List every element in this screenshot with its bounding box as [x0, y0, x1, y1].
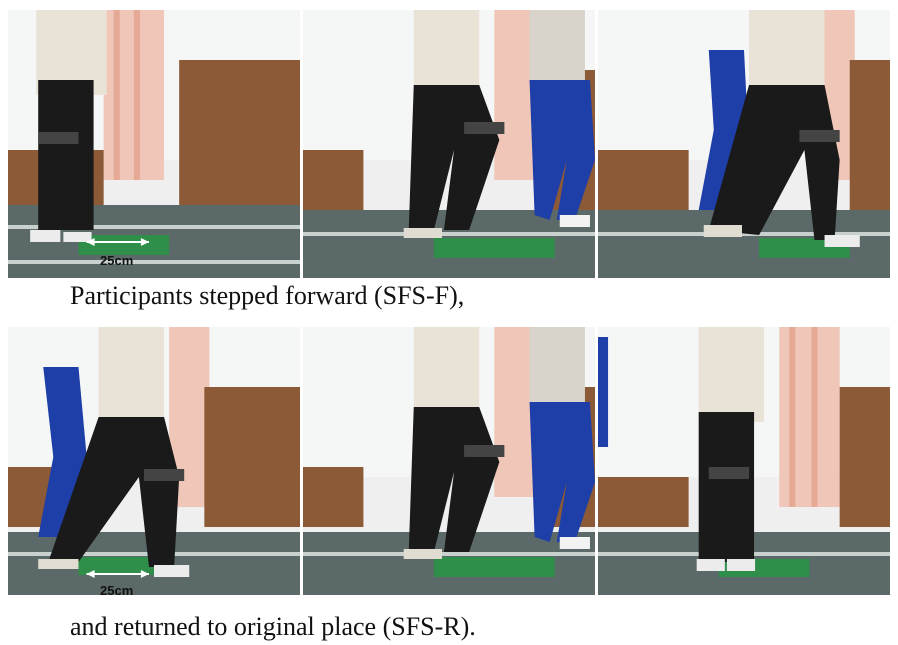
scene-forward-2: [303, 10, 595, 278]
scene-return-1: [8, 327, 300, 595]
caption-step-forward: Participants stepped forward (SFS-F),: [70, 281, 465, 310]
photo-forward-frame-1: 25cm: [8, 10, 300, 278]
scale-bar-label-forward: 25cm: [100, 253, 134, 268]
scene-forward-1: [8, 10, 300, 278]
photo-row-forward: 25cm: [8, 10, 890, 278]
scene-forward-3: [598, 10, 890, 278]
photo-forward-frame-2: [303, 10, 595, 278]
scale-bar-label-return: 25cm: [100, 583, 134, 595]
scene-return-3: [598, 327, 890, 595]
photo-row-return: 25cm: [8, 327, 890, 595]
photo-return-frame-2: [303, 327, 595, 595]
caption-return: and returned to original place (SFS-R).: [70, 612, 476, 641]
photo-return-frame-1: 25cm: [8, 327, 300, 595]
photo-forward-frame-3: [598, 10, 890, 278]
scene-return-2: [303, 327, 595, 595]
photo-return-frame-3: [598, 327, 890, 595]
